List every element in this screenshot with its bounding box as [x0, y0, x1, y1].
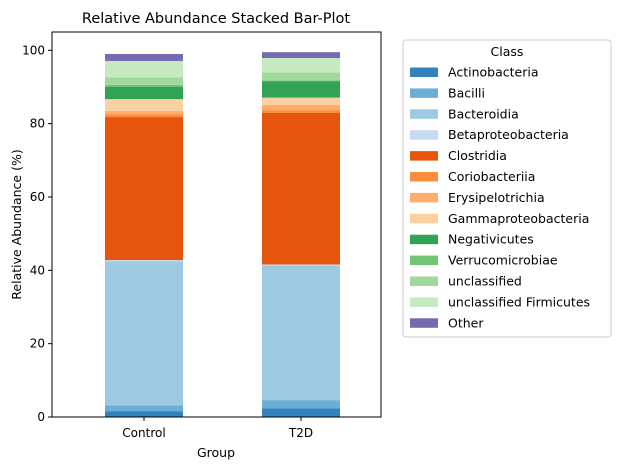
legend-swatch — [410, 109, 438, 119]
legend-frame — [402, 39, 612, 338]
bar-segment-t2d-8 — [262, 81, 340, 98]
bar-segment-control-5 — [105, 114, 183, 118]
bar-segment-t2d-5 — [262, 110, 340, 113]
legend: Class Actinobacteria Bacilli Bacteroidia Be… — [402, 39, 612, 338]
bar-segment-control-6 — [105, 110, 183, 115]
bar-segment-control-7 — [105, 99, 183, 111]
legend-swatch — [410, 276, 438, 286]
legend-label: unclassified Firmicutes — [448, 294, 590, 309]
legend-swatch — [410, 234, 438, 245]
bar-segment-t2d-1 — [262, 400, 340, 409]
legend-title: Class — [491, 44, 524, 59]
y-axis: 0 20 40 60 80 100 — [22, 43, 52, 424]
bar-segment-control-11 — [105, 60, 183, 78]
legend-swatch — [410, 67, 438, 77]
y-tick-label: 80 — [30, 117, 45, 131]
y-tick-label: 100 — [22, 43, 45, 57]
bar-segment-control-12 — [105, 54, 183, 61]
x-axis: Control T2D — [122, 417, 313, 440]
legend-label: Coriobacteriia — [448, 169, 535, 184]
legend-label: unclassified — [448, 274, 522, 289]
legend-swatch — [410, 130, 438, 140]
bar-segment-t2d-6 — [262, 104, 340, 111]
bar-segment-control-9 — [105, 84, 183, 87]
bar-segment-control-4 — [105, 117, 183, 261]
y-axis-label: Relative Abundance (%) — [9, 149, 24, 299]
legend-swatch — [410, 255, 438, 266]
bar-segment-t2d-4 — [262, 112, 340, 265]
y-tick-label: 0 — [37, 410, 45, 424]
bar-segment-control-3 — [105, 260, 183, 262]
y-tick-label: 60 — [30, 190, 45, 204]
legend-label: Betaproteobacteria — [448, 127, 569, 142]
legend-swatch — [410, 88, 438, 98]
legend-swatch — [410, 213, 438, 224]
legend-label: Verrucomicrobiae — [448, 253, 558, 268]
legend-swatch — [410, 297, 438, 307]
bar-segment-control-1 — [105, 405, 183, 412]
legend-swatch — [410, 172, 438, 182]
legend-swatch — [410, 192, 438, 203]
bar-segment-control-0 — [105, 411, 183, 417]
bar-segment-control-8 — [105, 86, 183, 100]
bar-segment-t2d-11 — [262, 58, 340, 73]
legend-swatch — [410, 318, 438, 328]
bar-segment-t2d-3 — [262, 264, 340, 266]
legend-label: Negativicutes — [448, 232, 534, 247]
bar-segment-control-10 — [105, 77, 183, 85]
bars-group — [105, 52, 340, 417]
chart-title: Relative Abundance Stacked Bar-Plot — [82, 11, 350, 27]
legend-label: Actinobacteria — [448, 65, 538, 80]
bar-segment-t2d-10 — [262, 72, 340, 81]
x-axis-label: Group — [197, 445, 235, 460]
plot-frame — [51, 31, 382, 418]
legend-label: Erysipelotrichia — [448, 190, 545, 205]
legend-label: Gammaproteobacteria — [448, 211, 589, 226]
bar-segment-t2d-12 — [262, 52, 340, 59]
legend-label: Other — [448, 315, 484, 330]
bar-segment-t2d-9 — [262, 80, 340, 82]
legend-label: Bacilli — [448, 85, 485, 100]
legend-label: Clostridia — [448, 148, 507, 163]
y-tick-label: 20 — [30, 337, 45, 351]
bar-segment-t2d-2 — [262, 265, 340, 401]
bar-segment-t2d-7 — [262, 97, 340, 105]
legend-swatch — [410, 151, 438, 161]
bar-segment-t2d-0 — [262, 408, 340, 417]
x-tick-label: T2D — [288, 426, 313, 440]
x-tick-label: Control — [122, 426, 165, 440]
legend-label: Bacteroidia — [448, 106, 519, 121]
legend-items: Actinobacteria Bacilli Bacteroidia Betaprot… — [410, 65, 590, 330]
bar-segment-control-2 — [105, 261, 183, 406]
y-tick-label: 40 — [30, 263, 45, 277]
